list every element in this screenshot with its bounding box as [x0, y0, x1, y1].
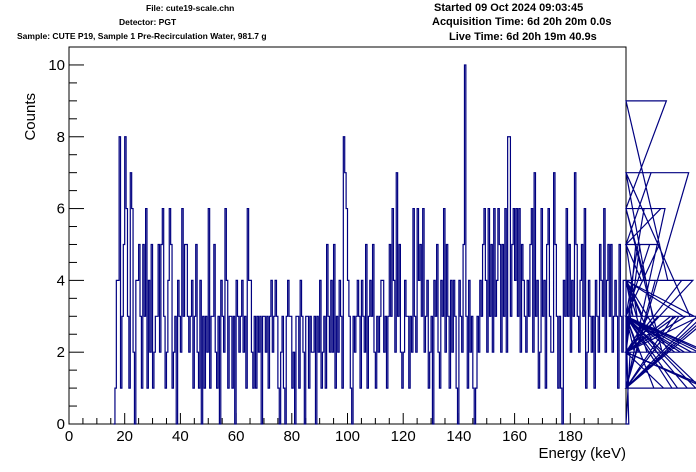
x-tick-label: 160: [502, 428, 527, 445]
x-tick-label: 40: [172, 428, 189, 445]
y-tick-label: 2: [57, 344, 65, 361]
sample-label: Sample: CUTE P19, Sample 1 Pre-Recircula…: [17, 31, 267, 41]
x-tick-label: 0: [65, 428, 73, 445]
y-tick-label: 0: [57, 416, 65, 433]
x-tick-label: 120: [391, 428, 416, 445]
histogram-line: [113, 64, 696, 425]
y-tick-label: 6: [57, 201, 65, 218]
x-tick-label: 80: [283, 428, 300, 445]
started-label: Started 09 Oct 2024 09:03:45: [434, 2, 584, 14]
y-tick-label: 8: [57, 129, 65, 146]
x-axis-title: Energy (keV): [538, 445, 626, 462]
x-tick-label: 140: [446, 428, 471, 445]
acquisition-time-label: Acquisition Time: 6d 20h 20m 0.0s: [432, 16, 612, 28]
x-tick-label: 60: [228, 428, 245, 445]
live-time-label: Live Time: 6d 20h 19m 40.9s: [449, 31, 597, 43]
x-tick-label: 100: [335, 428, 360, 445]
x-tick-label: 180: [558, 428, 583, 445]
y-axis-title: Counts: [22, 93, 39, 141]
file-label: File: cute19-scale.chn: [146, 3, 235, 13]
detector-label: Detector: PGT: [119, 17, 177, 27]
x-tick-label: 20: [116, 428, 133, 445]
y-axis: 0 2 4 6 8 10: [48, 46, 84, 433]
y-tick-label: 4: [57, 272, 65, 289]
x-axis: 0 20 40 60 80 100 120 140 160 180: [65, 413, 627, 445]
y-tick-label: 10: [48, 57, 65, 74]
